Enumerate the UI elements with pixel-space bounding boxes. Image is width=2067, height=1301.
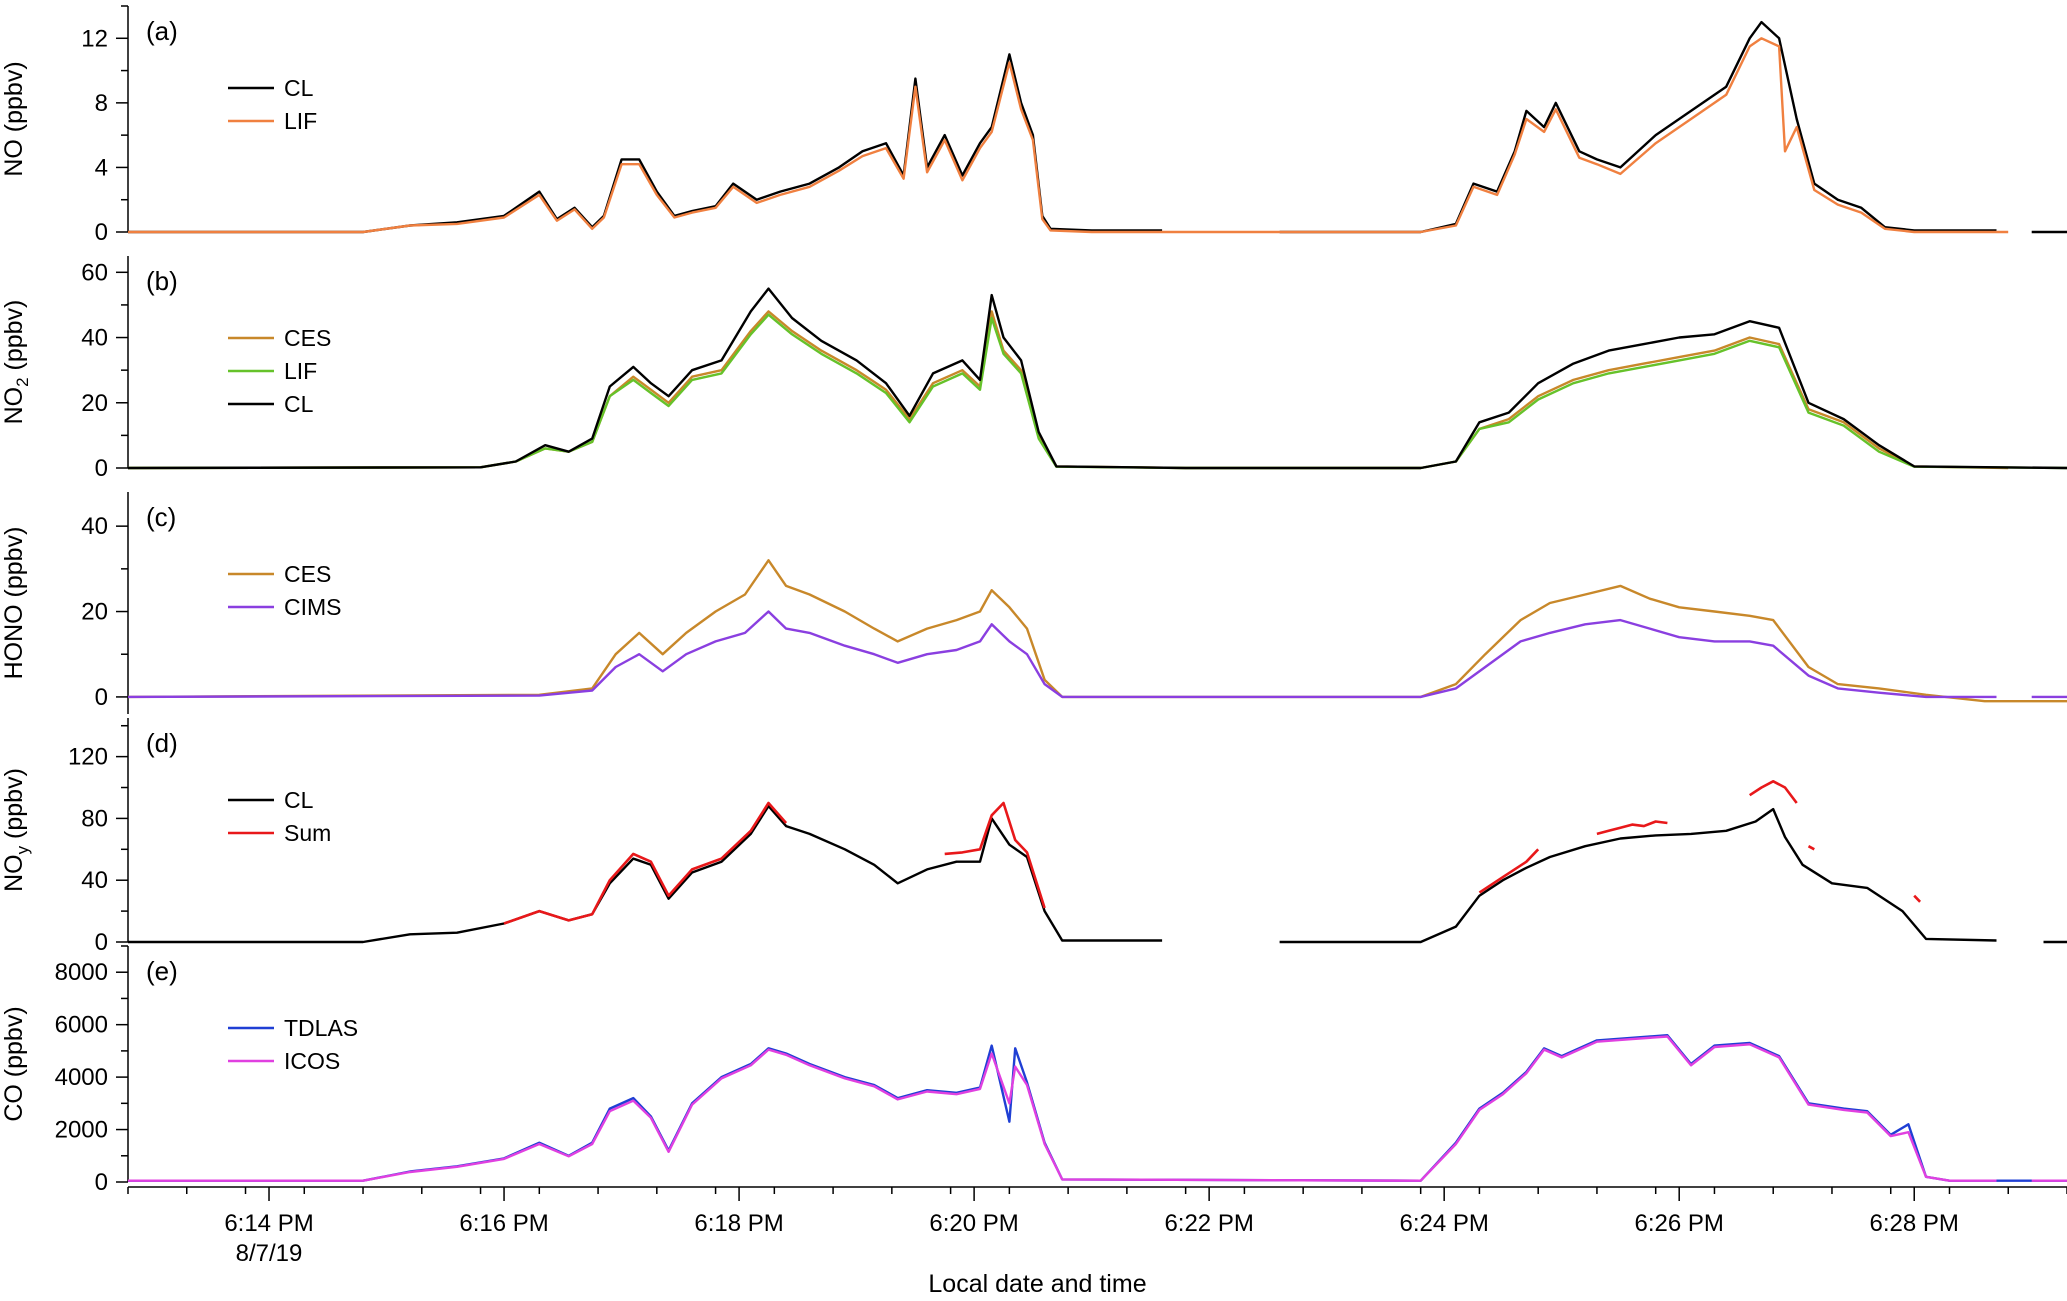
series-line-sum [1807, 845, 1815, 851]
legend-label: LIF [284, 108, 317, 134]
x-tick-label: 6:20 PM [929, 1210, 1018, 1237]
y-tick-label: 0 [95, 929, 108, 956]
panel-4: 0 40 80 120 NOy (ppbv) (d) CL Sum [0, 718, 2067, 956]
y-tick-label: 20 [81, 390, 108, 417]
legend-label: CL [284, 391, 314, 417]
y-axis-label: NO (ppbv) [0, 61, 28, 176]
x-tick-label: 6:14 PM [224, 1210, 313, 1237]
series-line-cl [127, 287, 2067, 470]
panel-2: 0 20 40 60 NO2 (ppbv) (b) CES LIF CL [0, 256, 2067, 482]
series-line-sum [1478, 848, 1540, 894]
y-axis-label: NO2 (ppbv) [0, 300, 32, 425]
series-line-ces [127, 559, 2067, 703]
x-tick-label: 6:26 PM [1635, 1210, 1724, 1237]
legend-label: CL [284, 75, 314, 101]
y-tick-label: 60 [81, 259, 108, 286]
panel-letter: (e) [146, 956, 178, 986]
panel-letter: (d) [146, 728, 178, 758]
x-tick-label: 6:22 PM [1164, 1210, 1253, 1237]
series-line-cl [1279, 807, 1997, 944]
x-tick-label: 6:24 PM [1399, 1210, 1488, 1237]
panel-3: 0 20 40 HONO (ppbv) (c) CES CIMS [0, 492, 2067, 714]
legend-label: TDLAS [284, 1015, 358, 1041]
panel-1: 0 4 8 12 NO (ppbv) (a) CL LIF [0, 5, 2067, 246]
y-tick-label: 4 [95, 154, 108, 181]
series-line-lif [128, 37, 2009, 234]
series-line-icos [128, 1035, 1997, 1182]
y-tick-label: 0 [95, 455, 108, 482]
y-tick-label: 6000 [55, 1012, 108, 1039]
y-tick-label: 2000 [55, 1117, 108, 1144]
y-tick-label: 40 [81, 325, 108, 352]
legend-label: CES [284, 561, 331, 587]
y-tick-label: 40 [81, 513, 108, 540]
x-tick-label: 6:16 PM [459, 1210, 548, 1237]
legend-label: CES [284, 325, 331, 351]
series-line-sum [1913, 894, 1922, 903]
panel-5: 0 2000 4000 6000 8000 CO (ppbv) (e) TDLAS ICOS 6:… [0, 945, 2067, 1298]
panel-letter: (b) [146, 266, 178, 296]
y-axis-label: HONO (ppbv) [0, 527, 28, 680]
y-tick-label: 80 [81, 805, 108, 832]
y-tick-label: 40 [81, 867, 108, 894]
x-axis-label: Local date and time [928, 1270, 1146, 1298]
legend-label: LIF [284, 358, 317, 384]
legend-label: Sum [284, 820, 331, 846]
series-line-sum [1596, 820, 1668, 836]
y-tick-label: 12 [81, 25, 108, 52]
y-axis-label: NOy (ppbv) [0, 768, 32, 892]
y-tick-label: 120 [68, 744, 108, 771]
series-line-sum [503, 801, 788, 925]
y-tick-label: 20 [81, 599, 108, 626]
x-date-label: 8/7/19 [236, 1240, 303, 1267]
legend-label: CIMS [284, 594, 342, 620]
y-tick-label: 4000 [55, 1064, 108, 1091]
series-line-lif [127, 313, 2067, 470]
y-axis-label: CO (ppbv) [0, 1006, 28, 1121]
y-tick-label: 8000 [55, 959, 108, 986]
y-tick-label: 0 [95, 219, 108, 246]
series-line-cims [127, 610, 1997, 699]
x-tick-label: 6:18 PM [694, 1210, 783, 1237]
series-line-ces [127, 310, 2009, 470]
legend-label: ICOS [284, 1048, 340, 1074]
y-tick-label: 8 [95, 90, 108, 117]
panel-letter: (a) [146, 16, 178, 46]
panel-letter: (c) [146, 502, 176, 532]
series-line-sum [944, 801, 1046, 909]
y-tick-label: 0 [95, 1169, 108, 1196]
series-line-cl [1279, 20, 1997, 234]
legend-label: CL [284, 787, 314, 813]
y-tick-label: 0 [95, 684, 108, 711]
x-tick-label: 6:28 PM [1870, 1210, 1959, 1237]
series-line-sum [1748, 780, 1798, 804]
